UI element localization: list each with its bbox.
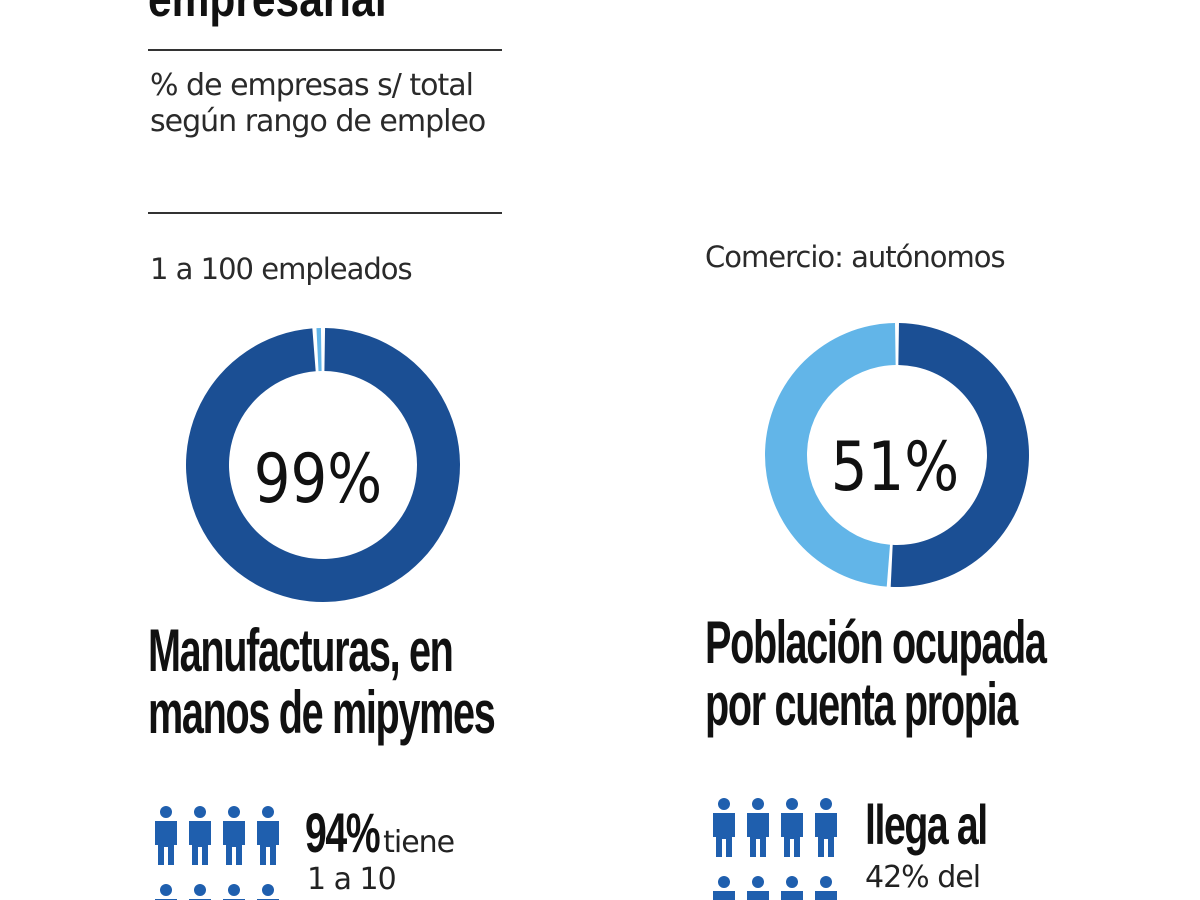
person-body <box>223 821 245 865</box>
donut-1-slice-1 <box>186 328 461 602</box>
person-head <box>820 798 832 810</box>
person-head <box>820 876 832 888</box>
divider <box>148 212 502 214</box>
section-title: empresarial <box>148 0 387 28</box>
stat-right-line2: 42% del <box>865 860 981 895</box>
person-body <box>815 813 837 857</box>
people-icon <box>713 798 837 900</box>
headline-left-1: Manufacturas, en <box>148 617 454 684</box>
person-head <box>786 798 798 810</box>
person-head <box>228 884 240 896</box>
stat-right: llega al <box>865 792 1039 857</box>
person-head <box>160 884 172 896</box>
person-body <box>713 891 735 900</box>
donut-1-center-label: 99% <box>254 438 382 518</box>
headline-right-2: por cuenta propia <box>705 671 1018 738</box>
donut-2-label: Comercio: autónomos <box>705 240 1006 274</box>
person-body <box>781 813 803 857</box>
headline-left-2: manos de mipymes <box>148 679 496 746</box>
person-body <box>815 891 837 900</box>
person-head <box>752 876 764 888</box>
donut-1-slice-2 <box>316 328 322 372</box>
donut-2-center-label: 51% <box>831 426 959 506</box>
headline-right-1: Población ocupada <box>705 609 1047 676</box>
person-head <box>194 884 206 896</box>
stat-left-text: tiene <box>383 825 455 860</box>
person-head <box>262 884 274 896</box>
stat-left: 94% tiene <box>305 800 455 865</box>
person-head <box>160 806 172 818</box>
donut-2 <box>764 323 1030 587</box>
person-body <box>713 813 735 857</box>
person-head <box>786 876 798 888</box>
donut-1-label: 1 a 100 empleados <box>150 252 413 286</box>
people-icon <box>155 806 279 900</box>
person-body <box>155 821 177 865</box>
stat-right-value: llega al <box>865 793 988 856</box>
person-body <box>189 821 211 865</box>
subtitle: % de empresas s/ total según rango de em… <box>150 68 486 139</box>
stat-left-line2: 1 a 10 <box>307 862 397 897</box>
person-body <box>781 891 803 900</box>
person-head <box>718 798 730 810</box>
person-head <box>752 798 764 810</box>
donut-2-slice-1 <box>890 323 1030 587</box>
donut-2-slice-2 <box>764 323 896 587</box>
divider <box>148 49 502 51</box>
donut-1 <box>186 328 461 602</box>
person-head <box>228 806 240 818</box>
person-body <box>747 813 769 857</box>
person-head <box>262 806 274 818</box>
person-head <box>718 876 730 888</box>
stat-left-value: 94% <box>305 801 381 864</box>
person-body <box>747 891 769 900</box>
person-body <box>257 821 279 865</box>
person-head <box>194 806 206 818</box>
